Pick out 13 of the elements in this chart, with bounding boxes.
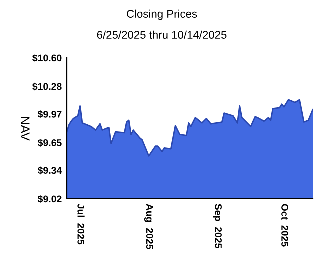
x-tick-label: Sep 2025	[213, 204, 222, 248]
y-tick-label: $10.60	[32, 54, 62, 62]
y-axis-title: NAV	[21, 117, 30, 141]
y-tick-label: $10.28	[32, 82, 62, 91]
chart-title: Closing Prices	[127, 10, 198, 20]
x-tick-label: Oct 2025	[282, 204, 288, 247]
x-tick-label: Aug 2025	[144, 204, 154, 250]
chart-subtitle: 6/25/2025 thru 10/14/2025	[97, 30, 227, 39]
y-tick-label: $9.97	[38, 110, 62, 118]
y-tick-label: $9.34	[38, 166, 62, 175]
x-tick-label: Jul 2025	[78, 204, 85, 245]
y-tick-label: $9.65	[38, 139, 62, 148]
y-tick-label: $9.02	[38, 195, 62, 204]
